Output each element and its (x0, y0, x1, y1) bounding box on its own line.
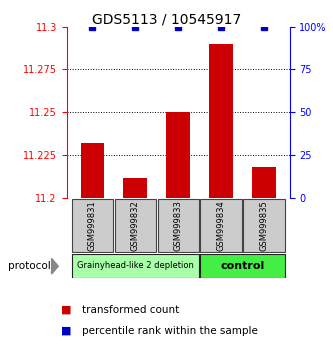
FancyBboxPatch shape (72, 199, 113, 252)
FancyBboxPatch shape (158, 199, 199, 252)
Polygon shape (52, 258, 58, 274)
Text: Grainyhead-like 2 depletion: Grainyhead-like 2 depletion (77, 261, 194, 270)
Bar (166, 113, 190, 198)
Text: GSM999833: GSM999833 (173, 200, 183, 251)
Text: GDS5113 / 10545917: GDS5113 / 10545917 (92, 12, 241, 27)
FancyBboxPatch shape (200, 254, 285, 278)
Text: GSM999835: GSM999835 (259, 200, 268, 251)
Text: transformed count: transformed count (82, 305, 179, 315)
Text: GSM999831: GSM999831 (88, 200, 97, 251)
Text: GSM999834: GSM999834 (216, 200, 225, 251)
Bar (209, 44, 233, 198)
Bar (81, 143, 104, 198)
FancyBboxPatch shape (200, 199, 242, 252)
Text: protocol: protocol (8, 261, 51, 271)
Bar (124, 178, 147, 198)
Text: control: control (220, 261, 265, 271)
FancyBboxPatch shape (115, 199, 156, 252)
Text: percentile rank within the sample: percentile rank within the sample (82, 326, 257, 336)
FancyBboxPatch shape (243, 199, 285, 252)
FancyBboxPatch shape (72, 254, 199, 278)
Text: ■: ■ (61, 305, 72, 315)
Text: ■: ■ (61, 326, 72, 336)
Bar (252, 167, 276, 198)
Text: GSM999832: GSM999832 (131, 200, 140, 251)
